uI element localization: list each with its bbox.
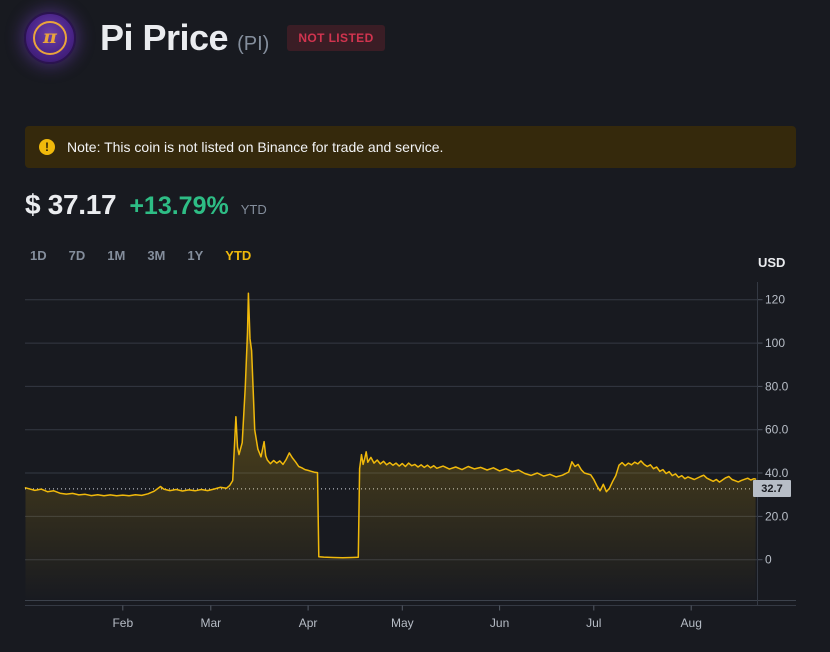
price-line — [24, 292, 757, 559]
price-value: $ 37.17 — [25, 189, 117, 220]
x-axis-label-feb: Feb — [112, 616, 133, 630]
y-axis-label: 100 — [765, 336, 785, 350]
title-group: Pi Price (PI) — [100, 17, 269, 59]
y-axis-label: 0 — [765, 553, 772, 567]
alert-icon: ! — [39, 139, 55, 155]
x-axis-label-jul: Jul — [586, 616, 601, 630]
coin-ticker: (PI) — [237, 33, 270, 55]
baseline-price-badge: 32.7 — [753, 480, 791, 497]
price-change: +13.79% — [129, 192, 229, 220]
not-listed-badge: NOT LISTED — [287, 25, 385, 51]
y-axis-label: 80.0 — [765, 379, 789, 393]
range-tab-1d[interactable]: 1D — [30, 248, 47, 263]
y-axis-label: 60.0 — [765, 423, 789, 437]
range-tab-3m[interactable]: 3M — [147, 248, 166, 263]
x-axis-label-apr: Apr — [299, 616, 318, 630]
price-row: $ 37.17 +13.79% YTD — [25, 189, 267, 221]
range-tabs: 1D 7D 1M 3M 1Y YTD — [30, 248, 251, 263]
x-axis-label-jun: Jun — [490, 616, 509, 630]
price-area-fill — [25, 293, 756, 601]
pi-symbol-glyph: π — [43, 25, 57, 48]
range-tab-ytd[interactable]: YTD — [225, 248, 252, 263]
range-tab-7d[interactable]: 7D — [68, 248, 86, 263]
page-header: π Pi Price (PI) NOT LISTED — [24, 12, 385, 64]
pi-coin-logo-icon: π — [24, 12, 76, 64]
range-tab-1m[interactable]: 1M — [107, 248, 126, 263]
note-text: Note: This coin is not listed on Binance… — [67, 139, 444, 155]
pi-logo-ring: π — [33, 21, 67, 55]
range-tab-1y[interactable]: 1Y — [187, 248, 204, 263]
page-title: Pi Price — [100, 17, 229, 58]
axis-currency-label: USD — [758, 255, 786, 270]
x-axis-label-mar: Mar — [200, 616, 221, 630]
y-axis-label: 40.0 — [765, 466, 789, 480]
y-axis-label: 120 — [765, 293, 785, 307]
note-banner: ! Note: This coin is not listed on Binan… — [25, 126, 796, 168]
x-axis-label-aug: Aug — [681, 616, 702, 630]
price-period-label: YTD — [240, 202, 267, 217]
x-axis-label-may: May — [391, 616, 414, 630]
y-axis-label: 20.0 — [765, 509, 789, 523]
